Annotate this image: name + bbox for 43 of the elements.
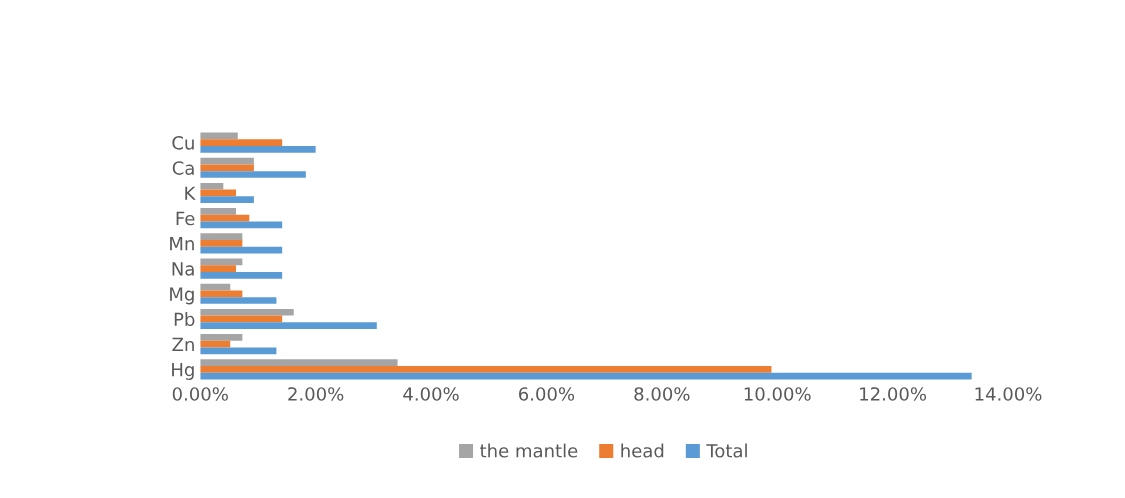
y-tick-label: Pb	[174, 312, 195, 327]
y-tick-label: Zn	[172, 337, 194, 352]
bar	[200, 240, 243, 247]
bar	[200, 182, 224, 190]
y-tick-label: Na	[172, 262, 194, 276]
bar	[200, 340, 231, 348]
bar	[200, 265, 237, 272]
x-tick-label: 4.00%	[403, 387, 459, 401]
y-tick-label: Mn	[170, 237, 194, 251]
bar	[200, 297, 277, 304]
bar	[200, 171, 306, 178]
x-tick-label: 0.00%	[172, 387, 228, 401]
bar	[200, 308, 294, 316]
bar	[200, 366, 772, 373]
bar	[200, 233, 243, 241]
y-tick-label: Mg	[170, 287, 194, 305]
legend-label: the mantle	[480, 443, 578, 458]
bar	[200, 334, 243, 341]
bar	[200, 322, 377, 330]
x-tick-label: 6.00%	[519, 387, 575, 401]
y-tick-label: Fe	[176, 211, 195, 226]
x-tick-label: 10.00%	[744, 387, 811, 401]
bar	[200, 196, 254, 204]
legend-label: Total	[706, 443, 747, 458]
y-tick-label: Hg	[172, 363, 194, 380]
bar	[200, 139, 283, 146]
bar	[200, 271, 283, 279]
bar	[200, 208, 237, 215]
bar	[200, 290, 243, 298]
bar	[200, 164, 254, 172]
bar	[200, 132, 238, 140]
bar	[200, 214, 250, 222]
bar	[200, 359, 398, 367]
y-tick-label: K	[185, 186, 196, 200]
bar	[200, 145, 316, 153]
x-tick-label: 8.00%	[634, 387, 690, 401]
x-tick-label: 12.00%	[860, 387, 927, 401]
x-tick-label: 14.00%	[975, 387, 1042, 401]
y-tick-label: Ca	[172, 161, 194, 175]
legend-label: head	[621, 443, 664, 458]
bar	[200, 258, 243, 266]
y-tick-label: Cu	[172, 136, 194, 150]
x-tick-label: 2.00%	[288, 387, 344, 401]
